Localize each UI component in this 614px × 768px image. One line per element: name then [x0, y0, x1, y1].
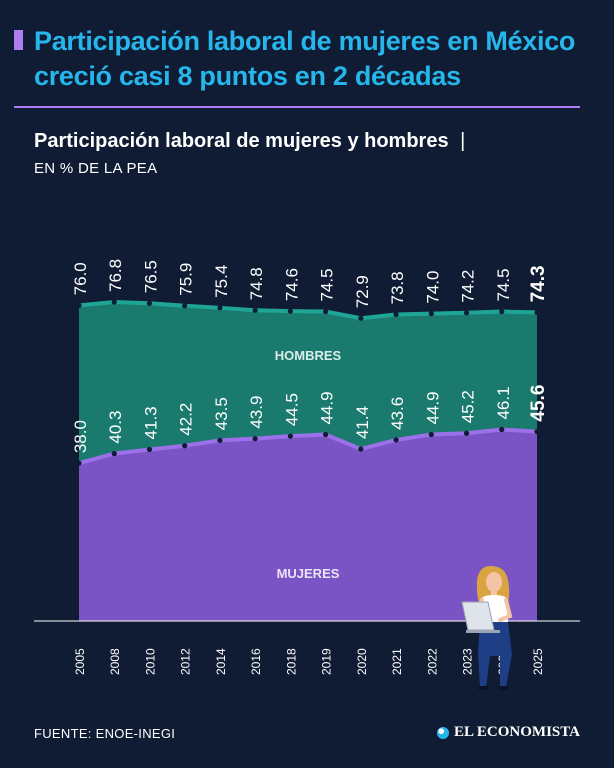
x-tick-label: 2016	[249, 648, 263, 675]
mujeres-value-label: 43.6	[388, 397, 407, 430]
mujeres-point	[534, 428, 540, 435]
headline-accent-bar	[14, 30, 23, 50]
hombres-point	[146, 300, 153, 306]
chart-subtitle: EN % DE LA PEA	[34, 160, 158, 177]
mujeres-point	[463, 430, 470, 436]
mujeres-point	[499, 426, 505, 433]
mujeres-point	[217, 437, 223, 443]
hombres-point	[499, 308, 505, 315]
hombres-value-label: 76.0	[71, 262, 90, 295]
mujeres-point	[111, 451, 117, 457]
hombres-point	[463, 310, 470, 316]
hombres-value-label: 74.5	[318, 268, 337, 301]
mujeres-point	[76, 460, 82, 466]
hombres-value-label: 72.9	[353, 275, 372, 308]
source-note: FUENTE: ENOE-INEGI	[34, 726, 176, 741]
mujeres-point	[182, 443, 188, 449]
mujeres-point	[287, 433, 293, 439]
hombres-point	[76, 302, 82, 308]
x-tick-label: 2020	[355, 648, 369, 675]
headline: Participación laboral de mujeres en Méxi…	[34, 26, 576, 91]
mujeres-value-label: 44.5	[282, 393, 301, 426]
brand-logo: EL ECONOMISTA	[437, 724, 580, 741]
x-tick-label: 2018	[284, 648, 298, 675]
hombres-line	[78, 299, 538, 321]
hombres-value-label: 76.8	[106, 259, 125, 292]
hombres-point	[323, 308, 329, 315]
mujeres-area	[79, 429, 537, 621]
woman-with-laptop-illustration	[461, 566, 513, 690]
hombres-value-label: 75.4	[212, 265, 231, 298]
hombres-value-label: 74.2	[459, 270, 478, 303]
x-tick-label: 2023	[461, 648, 475, 675]
hombres-point	[287, 308, 293, 314]
hombres-value-label: 75.9	[177, 263, 196, 296]
mujeres-point	[428, 431, 434, 438]
mujeres-value-label: 44.9	[318, 391, 337, 424]
hombres-point	[534, 309, 540, 315]
mujeres-point	[358, 446, 364, 452]
mujeres-value-label: 45.2	[459, 390, 478, 423]
mujeres-point	[393, 437, 399, 443]
hombres-value-label: 74.6	[282, 268, 301, 301]
mujeres-value-label: 43.5	[212, 397, 231, 430]
x-tick-label: 2021	[390, 648, 404, 675]
globe-logo-icon	[437, 726, 449, 739]
x-tick-label: 2008	[108, 648, 122, 675]
mujeres-value-label: 43.9	[247, 396, 266, 429]
chart-title: Participación laboral de mujeres y hombr…	[34, 130, 465, 153]
chart-title-text: Participación laboral de mujeres y hombr…	[34, 130, 449, 152]
mujeres-value-label: 40.3	[106, 411, 125, 444]
headline-divider	[14, 106, 580, 108]
chart-title-separator: |	[460, 130, 466, 152]
hombres-series-label: HOMBRES	[275, 348, 342, 363]
hombres-point	[393, 311, 399, 318]
mujeres-point	[146, 446, 153, 453]
hombres-point	[182, 303, 188, 309]
hombres-value-label: 74.3	[528, 265, 549, 302]
mujeres-value-label: 44.9	[423, 391, 442, 424]
x-tick-label: 2014	[214, 648, 228, 675]
hombres-point	[428, 311, 434, 317]
hombres-value-label: 74.5	[494, 268, 513, 301]
mujeres-point	[252, 436, 258, 442]
mujeres-value-label: 45.6	[528, 385, 549, 422]
mujeres-value-label: 42.2	[177, 403, 196, 436]
mujeres-series-label: MUJERES	[277, 566, 340, 581]
mujeres-line	[78, 427, 538, 466]
hombres-point	[358, 315, 364, 321]
x-tick-label: 2012	[179, 648, 193, 675]
x-tick-label: 2005	[73, 648, 87, 675]
hombres-point	[217, 305, 223, 311]
x-tick-label: 2019	[320, 648, 334, 675]
hombres-point	[252, 307, 258, 313]
hombres-value-label: 74.8	[247, 267, 266, 300]
mujeres-point	[323, 431, 329, 438]
hombres-value-label: 76.5	[141, 260, 160, 293]
brand-name: EL ECONOMISTA	[454, 724, 580, 740]
x-tick-label: 2010	[143, 648, 157, 675]
x-tick-label: 2025	[531, 648, 545, 675]
mujeres-value-label: 38.0	[71, 420, 90, 453]
hombres-point	[111, 299, 117, 305]
mujeres-value-label: 41.3	[141, 406, 160, 439]
x-tick-label: 2022	[425, 648, 439, 675]
mujeres-value-label: 46.1	[494, 386, 513, 419]
hombres-value-label: 73.8	[388, 271, 407, 304]
mujeres-value-label: 41.4	[353, 406, 372, 439]
hombres-value-label: 74.0	[423, 271, 442, 304]
